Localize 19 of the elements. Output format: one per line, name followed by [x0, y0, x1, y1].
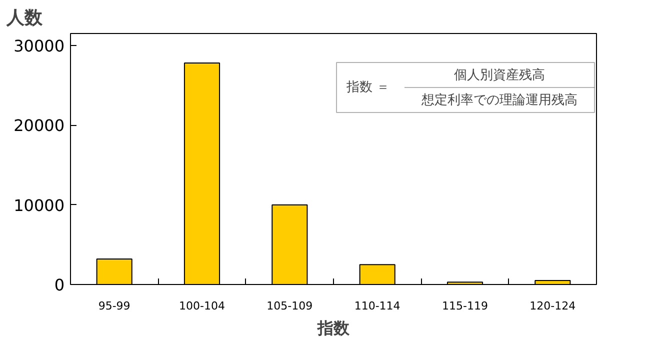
y-tick-label: 30000: [14, 36, 65, 56]
x-tick-label: 110-114: [354, 300, 400, 312]
y-tick-label: 10000: [14, 196, 65, 215]
y-tick-label: 20000: [14, 116, 65, 136]
bar: [359, 264, 396, 284]
x-tick-label: 100-104: [179, 300, 225, 312]
y-axis-title: 人数: [6, 8, 44, 28]
x-tick-label: 115-119: [442, 300, 488, 312]
x-axis-title: 指数: [316, 320, 350, 338]
x-tick-label: 95-99: [98, 300, 130, 312]
x-tick-label: 120-124: [530, 300, 576, 312]
x-tick-label: 105-109: [266, 300, 313, 312]
bar: [184, 62, 220, 284]
annotation: 指数 ＝: [346, 80, 390, 95]
annotation: 個人別資産残高: [454, 67, 545, 83]
bar: [96, 258, 132, 284]
annotation: 想定利率での理論運用残高: [420, 92, 578, 108]
bar: [272, 204, 308, 284]
y-tick-label: 0: [54, 276, 65, 294]
